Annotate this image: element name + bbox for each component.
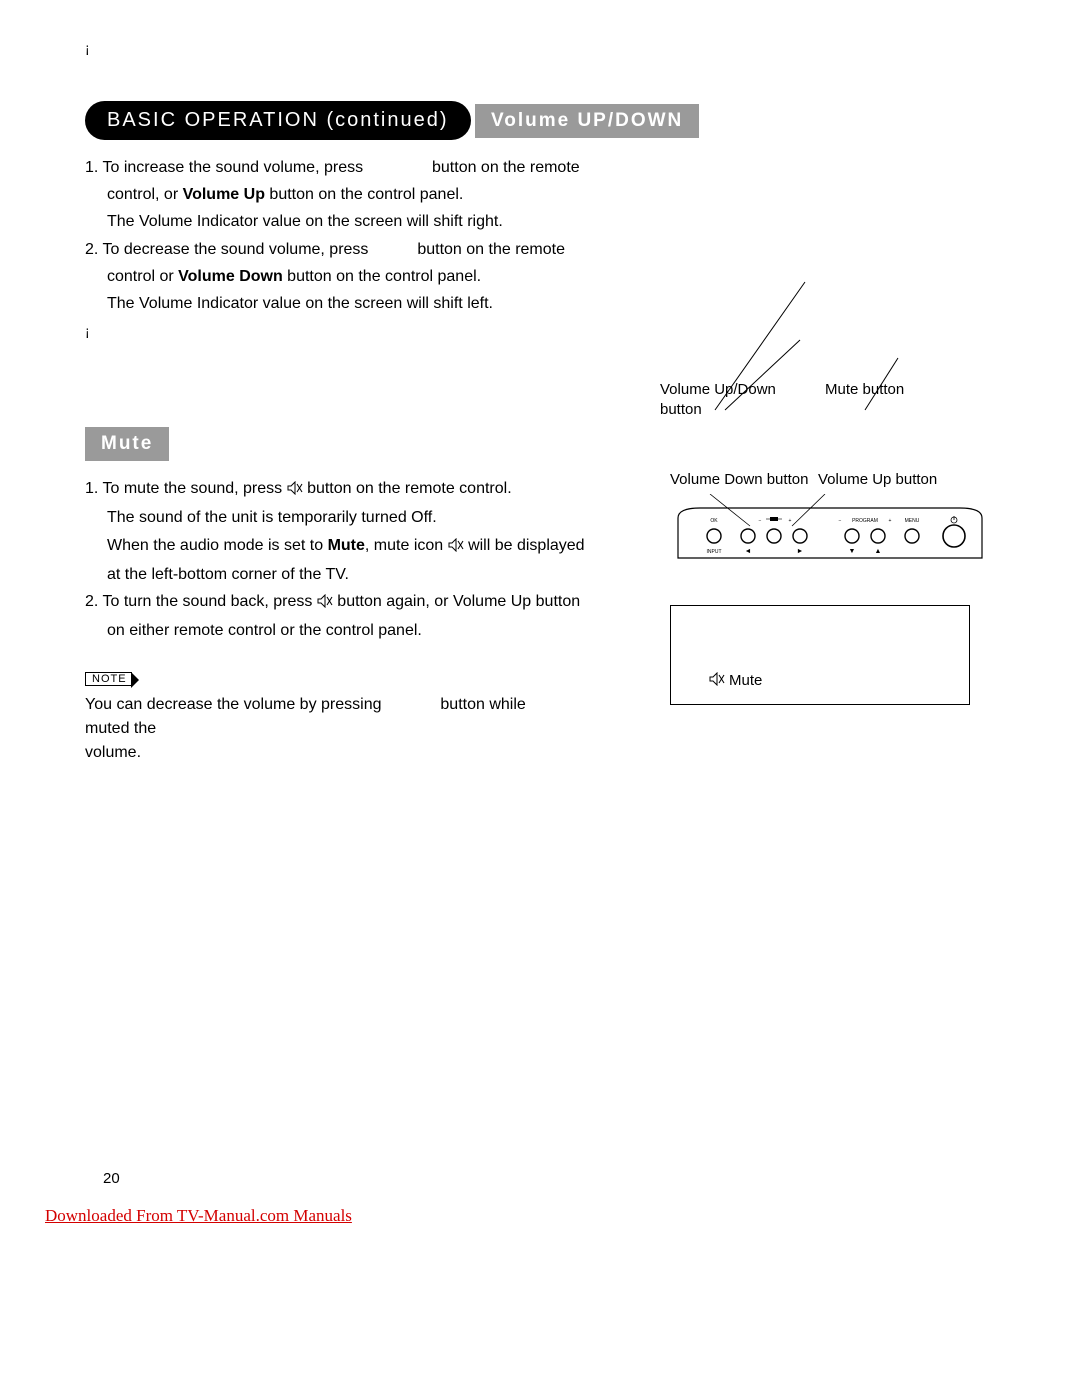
svg-text:◄: ◄ <box>745 548 752 555</box>
svg-text:−: − <box>839 518 842 524</box>
page-header: BASIC OPERATION (continued) <box>85 101 471 140</box>
mute-l6: on either remote control or the control … <box>85 617 585 644</box>
vol-line5b: Volume Down <box>178 268 283 285</box>
vol-line4a: 2. To decrease the sound volume, press <box>85 241 368 258</box>
mute-l2: The sound of the unit is temporarily tur… <box>85 504 585 531</box>
vol-line6: The Volume Indicator value on the screen… <box>85 290 585 317</box>
mute-l4: at the left-bottom corner of the TV. <box>85 561 585 588</box>
vol-line2a: control, or <box>107 186 183 203</box>
decorative-mark: ¡ <box>85 40 995 56</box>
vol-line2b: Volume Up <box>183 186 265 203</box>
label-volup: Volume Up button <box>818 470 937 490</box>
mute-icon <box>448 534 464 561</box>
svg-text:MENU: MENU <box>905 518 920 524</box>
vol-line1b: button on the remote <box>432 159 580 176</box>
vol-line5c: button on the control panel. <box>283 268 481 285</box>
svg-text:PROGRAM: PROGRAM <box>852 518 878 524</box>
mute-icon <box>317 590 333 617</box>
mute-l5b: button again, or Volume Up button <box>337 593 580 610</box>
control-panel-diagram: OK − + − PROGRAM + MENU INPUT ◄ ► ▼ ▲ <box>670 494 1000 577</box>
volume-instructions: 1. To increase the sound volume, press b… <box>85 154 585 317</box>
label-volupdown: Volume Up/Down button <box>660 380 800 419</box>
svg-text:+: + <box>789 518 792 524</box>
svg-text:▲: ▲ <box>875 548 882 555</box>
label-mute: Mute button <box>825 380 904 400</box>
screen-mute-indicator: Mute <box>709 672 762 690</box>
note-t3: volume. <box>85 744 141 761</box>
mute-l3m: Mute <box>328 537 365 554</box>
vol-line3: The Volume Indicator value on the screen… <box>85 208 585 235</box>
tv-screen-box: Mute <box>670 605 970 705</box>
svg-text:►: ► <box>797 548 804 555</box>
mute-l1a: 1. To mute the sound, press <box>85 480 287 497</box>
vol-line5a: control or <box>107 268 178 285</box>
note-tag: NOTE <box>85 672 132 686</box>
section-volume-title: Volume UP/DOWN <box>475 104 699 138</box>
mute-l3a: When the audio mode is set to <box>107 537 328 554</box>
page-number: 20 <box>103 1170 120 1187</box>
screen-mute-text: Mute <box>729 672 762 689</box>
download-link[interactable]: Downloaded From TV-Manual.com Manuals <box>45 1206 352 1226</box>
svg-text:OK: OK <box>710 518 718 524</box>
note-text: You can decrease the volume by pressing … <box>85 693 565 765</box>
mute-l3b: , mute icon <box>365 537 448 554</box>
mute-icon <box>709 672 725 690</box>
svg-text:▼: ▼ <box>849 548 856 555</box>
svg-text:INPUT: INPUT <box>707 549 722 555</box>
mute-l3c: will be displayed <box>468 537 585 554</box>
vol-line4b: button on the remote <box>417 241 565 258</box>
section-mute-title: Mute <box>85 427 169 461</box>
label-voldown: Volume Down button <box>670 470 810 490</box>
note-t1: You can decrease the volume by pressing <box>85 696 381 713</box>
vol-line1a: 1. To increase the sound volume, press <box>85 159 363 176</box>
vol-line2c: button on the control panel. <box>265 186 463 203</box>
mute-instructions: 1. To mute the sound, press button on th… <box>85 475 585 644</box>
mute-l5a: 2. To turn the sound back, press <box>85 593 317 610</box>
mute-icon <box>287 477 303 504</box>
svg-text:−: − <box>759 518 762 524</box>
svg-text:+: + <box>889 518 892 524</box>
mute-l1b: button on the remote control. <box>307 480 512 497</box>
control-panel-area: Volume Down button Volume Up button <box>670 470 1000 705</box>
